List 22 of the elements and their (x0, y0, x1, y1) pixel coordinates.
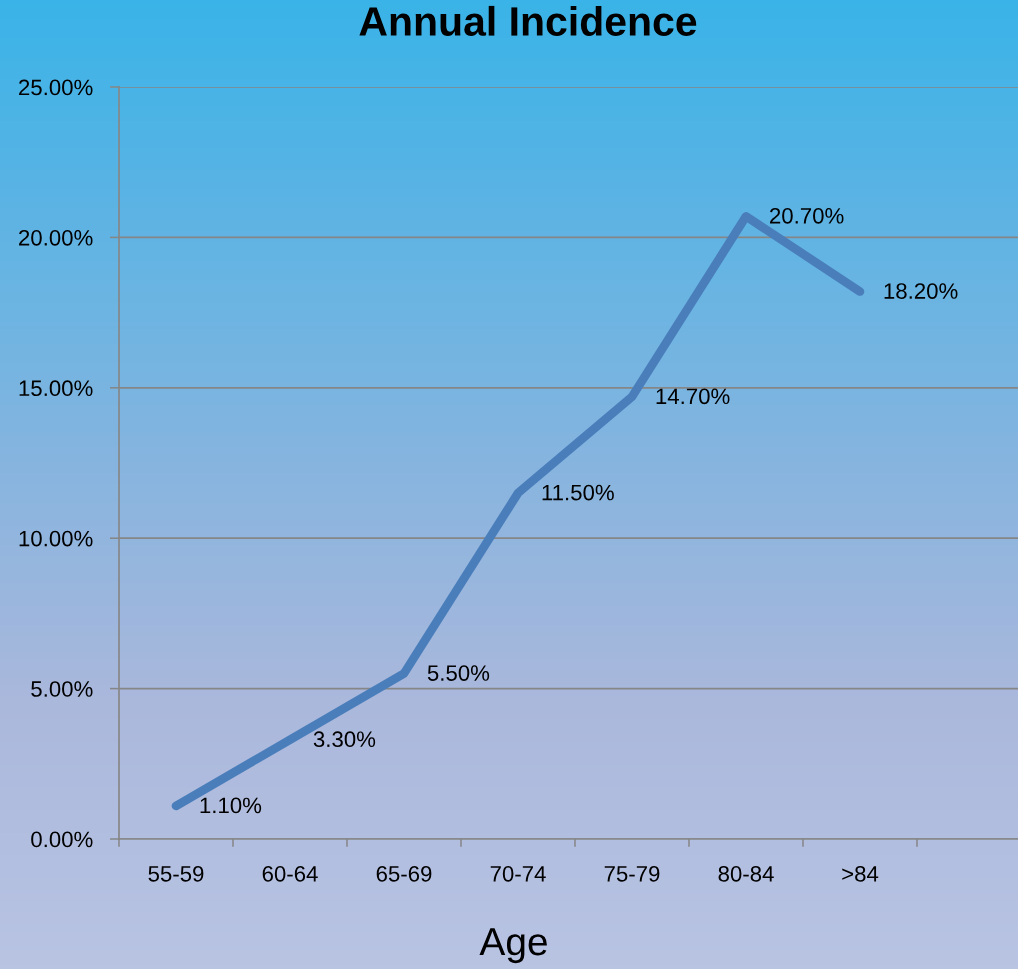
x-tick-label: 80-84 (718, 865, 774, 882)
y-tick-label: 10.00% (19, 530, 93, 547)
chart-title: Annual Incidence (359, 5, 697, 36)
y-tick-label: 15.00% (19, 380, 93, 397)
data-label: 20.70% (770, 207, 844, 224)
y-tick-label: 5.00% (31, 681, 93, 697)
x-tick-label: 75-79 (604, 865, 660, 882)
y-tick-label: 20.00% (19, 229, 93, 246)
x-tick-label: 60-64 (262, 865, 318, 882)
data-label: 1.10% (200, 797, 262, 814)
data-label: 3.30% (313, 731, 376, 748)
x-tick-label: 55-59 (148, 865, 204, 882)
x-tick-label: 65-69 (376, 865, 432, 882)
data-label: 18.20% (884, 283, 958, 299)
data-label: 14.70% (656, 388, 730, 405)
y-tick-label: 25.00% (19, 79, 93, 96)
x-tick-label: >84 (842, 865, 879, 882)
data-label: 11.50% (542, 484, 614, 501)
x-tick-label: 70-74 (490, 865, 546, 882)
data-label: 5.50% (427, 665, 490, 681)
x-axis-title: Age (479, 928, 547, 964)
y-tick-label: 0.00% (31, 831, 93, 848)
